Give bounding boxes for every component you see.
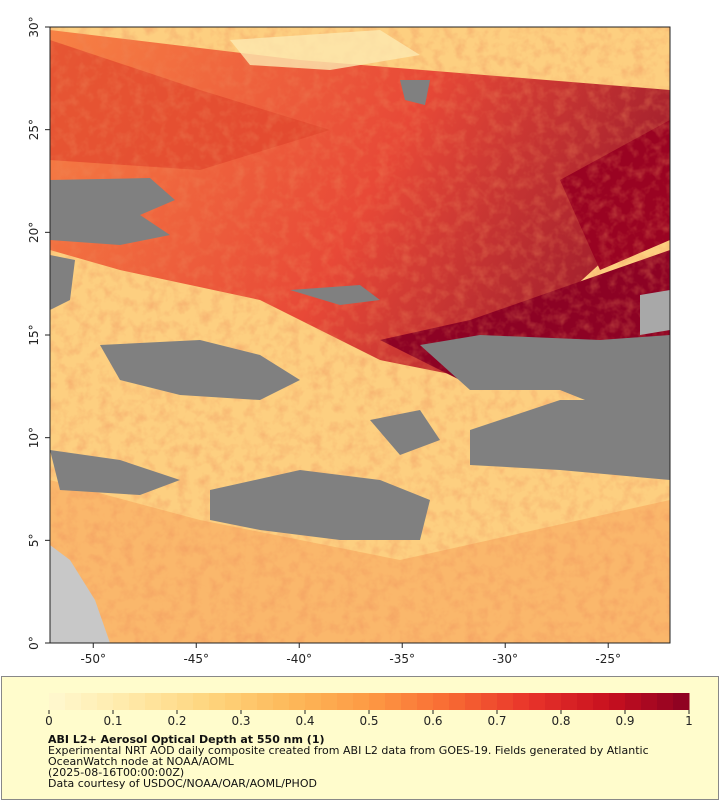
colorbar-tick-label: 0.8 — [551, 714, 570, 727]
legend-panel: 0 0.1 0.2 0.3 0.4 0.5 0.6 0.7 0.8 0.9 1 ABI L2+ Ae… — [1, 676, 719, 800]
colorbar-tick-label: 0.4 — [295, 714, 314, 727]
x-tick-label: -50° — [80, 652, 106, 666]
y-tick-label: 15° — [27, 324, 41, 345]
colorbar-tick-label: 0.7 — [487, 714, 506, 727]
colorbar-swatch — [145, 693, 162, 710]
colorbar-swatch — [481, 693, 498, 710]
colorbar-swatch — [625, 693, 642, 710]
colorbar-swatch — [257, 693, 274, 710]
colorbar-swatch — [129, 693, 146, 710]
x-tick-label: -45° — [183, 652, 209, 666]
colorbar-swatch — [209, 693, 226, 710]
colorbar-swatch — [113, 693, 130, 710]
colorbar-swatch — [353, 693, 370, 710]
y-tick-label: 5° — [27, 534, 41, 548]
colorbar-swatch — [593, 693, 610, 710]
colorbar-swatch — [545, 693, 562, 710]
colorbar-tick-label: 0.9 — [615, 714, 634, 727]
colorbar-swatch — [609, 693, 626, 710]
y-tick-label: 0° — [27, 636, 41, 650]
colorbar-swatch — [513, 693, 530, 710]
x-tick-label: -35° — [389, 652, 415, 666]
colorbar-tick-label: 0.3 — [231, 714, 250, 727]
x-tick-label: -40° — [286, 652, 312, 666]
colorbar-swatch — [177, 693, 194, 710]
colorbar-swatch — [81, 693, 98, 710]
colorbar-swatch — [225, 693, 242, 710]
y-tick-label: 20° — [27, 222, 41, 243]
colorbar-swatch — [529, 693, 546, 710]
colorbar-swatch — [337, 693, 354, 710]
colorbar-tick-label: 0 — [45, 714, 53, 727]
colorbar-swatch — [657, 693, 674, 710]
colorbar-swatch — [273, 693, 290, 710]
y-tick-label: 30° — [27, 16, 41, 37]
colorbar: 0 0.1 0.2 0.3 0.4 0.5 0.6 0.7 0.8 0.9 1 — [45, 693, 693, 727]
colorbar-swatch — [321, 693, 338, 710]
colorbar-tick-label: 0.5 — [359, 714, 378, 727]
colorbar-swatch — [641, 693, 658, 710]
colorbar-swatch — [49, 693, 66, 710]
colorbar-swatch — [289, 693, 306, 710]
y-tick-label: 10° — [27, 427, 41, 448]
colorbar-tick-label: 0.6 — [423, 714, 442, 727]
x-tick-label: -25° — [595, 652, 621, 666]
colorbar-swatch — [401, 693, 418, 710]
colorbar-swatch — [369, 693, 386, 710]
colorbar-swatch — [577, 693, 594, 710]
colorbar-swatch — [465, 693, 482, 710]
colorbar-swatch — [241, 693, 258, 710]
colorbar-swatch — [97, 693, 114, 710]
colorbar-swatch — [65, 693, 82, 710]
aod-field — [50, 27, 670, 643]
colorbar-swatch — [193, 693, 210, 710]
description: Experimental NRT AOD daily composite cre… — [48, 744, 649, 768]
timestamp: (2025-08-16T00:00:00Z) — [48, 766, 185, 779]
x-tick-label: -30° — [492, 652, 518, 666]
colorbar-swatch — [449, 693, 466, 710]
map-chart: -50° -45° -40° -35° -30° -25° 0° 5° 10° 15° 20° 25°… — [27, 16, 671, 666]
colorbar-swatch — [161, 693, 178, 710]
colorbar-tick-label: 1 — [685, 714, 693, 727]
colorbar-swatch — [305, 693, 322, 710]
product-title: ABI L2+ Aerosol Optical Depth at 550 nm … — [48, 733, 325, 746]
credit: Data courtesy of USDOC/NOAA/OAR/AOML/PHO… — [48, 777, 317, 790]
colorbar-swatch — [417, 693, 434, 710]
colorbar-swatch — [673, 693, 690, 710]
colorbar-swatch — [561, 693, 578, 710]
colorbar-tick-label: 0.1 — [103, 714, 122, 727]
y-tick-label: 25° — [27, 119, 41, 140]
colorbar-swatch — [433, 693, 450, 710]
colorbar-swatch — [385, 693, 402, 710]
colorbar-swatch — [497, 693, 514, 710]
colorbar-tick-label: 0.2 — [167, 714, 186, 727]
